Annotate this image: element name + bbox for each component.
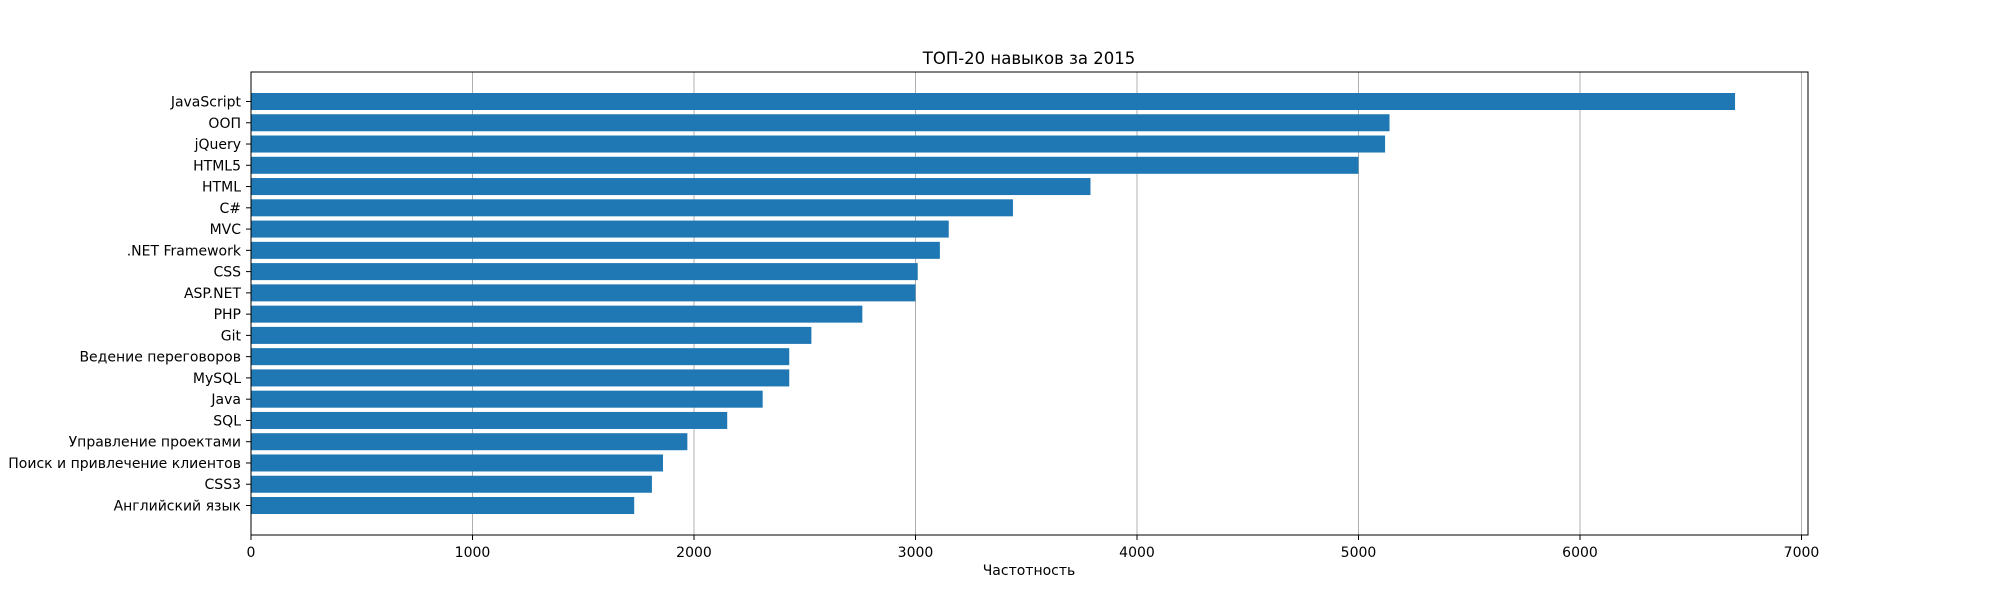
x-tick-label: 1000 (455, 545, 491, 561)
x-tick-label: 3000 (898, 545, 934, 561)
bar (251, 178, 1091, 196)
y-tick-label: HTML5 (193, 158, 241, 174)
y-tick-label: JavaScript (170, 95, 242, 111)
y-tick-label: CSS (213, 265, 241, 281)
bar (251, 199, 1013, 217)
y-tick-label: Английский язык (114, 499, 241, 515)
y-tick-label: .NET Framework (127, 243, 242, 259)
plot-frame (250, 71, 1809, 536)
y-tick-label: jQuery (194, 137, 241, 153)
x-tick-label: 7000 (1784, 545, 1820, 561)
x-tick-label: 5000 (1341, 545, 1377, 561)
y-tick-label: Java (210, 392, 241, 408)
y-tick-label: Ведение переговоров (79, 350, 241, 366)
bar (251, 411, 728, 429)
bar (251, 284, 916, 302)
bar (251, 326, 812, 344)
y-tick-label: MVC (210, 222, 242, 238)
chart-title: ТОП-20 навыков за 2015 (922, 49, 1135, 68)
y-tick-label: HTML (202, 180, 241, 196)
y-tick-label: CSS3 (205, 477, 241, 493)
y-tick-label: ООП (208, 116, 241, 132)
x-tick-label: 2000 (676, 545, 712, 561)
bar (251, 263, 918, 281)
y-tick-label: Поиск и привлечение клиентов (8, 456, 241, 472)
bar (251, 454, 663, 472)
bars (251, 92, 1736, 515)
y-tick-label: ASP.NET (184, 286, 241, 302)
y-tick-label: Git (221, 328, 242, 344)
y-axis-ticks: JavaScript ООП jQuery HTML5 HTML C# MVC .NET Fr… (8, 95, 251, 515)
bar (251, 496, 635, 515)
y-tick-label: PHP (214, 307, 241, 323)
x-tick-label: 6000 (1562, 545, 1598, 561)
x-tick-label: 0 (247, 545, 256, 561)
bar (251, 114, 1390, 132)
bar (251, 390, 763, 408)
bar (251, 220, 949, 238)
y-tick-label: MySQL (193, 371, 241, 387)
bar (251, 92, 1736, 111)
x-tick-label: 4000 (1119, 545, 1155, 561)
bar (251, 305, 863, 323)
y-tick-label: C# (219, 201, 241, 217)
bar (251, 369, 790, 387)
bar (251, 475, 652, 493)
bar (251, 433, 688, 451)
x-axis-ticks: 0 1000 2000 3000 4000 5000 6000 7000 (247, 535, 1820, 561)
bar (251, 241, 940, 259)
bar (251, 348, 790, 366)
bar (251, 135, 1386, 153)
y-tick-label: Управление проектами (69, 435, 241, 451)
x-axis-label: Частотность (983, 563, 1076, 579)
bar (251, 156, 1359, 174)
y-tick-label: SQL (213, 413, 241, 429)
